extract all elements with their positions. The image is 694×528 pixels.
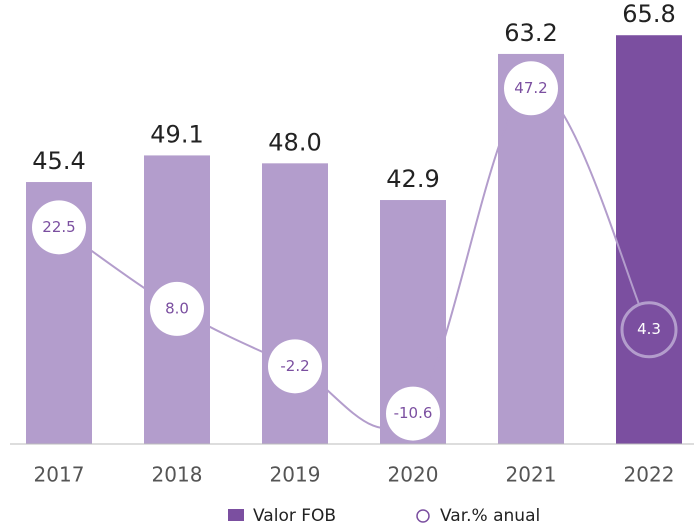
- bar: [616, 35, 682, 445]
- x-tick-label: 2020: [388, 463, 439, 487]
- legend-label: Valor FOB: [253, 506, 336, 526]
- point-label: 4.3: [637, 320, 661, 338]
- bar: [262, 163, 328, 444]
- point-label: 8.0: [165, 299, 189, 317]
- point-label: 22.5: [42, 218, 75, 236]
- value-label: 49.1: [150, 120, 203, 148]
- point-label: -10.6: [394, 404, 433, 422]
- line-point: [386, 386, 440, 441]
- x-tick-label: 2022: [624, 463, 675, 487]
- x-tick-label: 2021: [506, 463, 557, 487]
- line-point: [268, 339, 322, 394]
- line-point: [32, 200, 86, 255]
- value-label: 65.8: [622, 0, 675, 28]
- value-label: 48.0: [268, 128, 321, 156]
- x-tick-label: 2017: [34, 463, 85, 487]
- legend-swatch: [416, 509, 430, 523]
- value-label: 63.2: [504, 19, 557, 47]
- value-label: 42.9: [386, 165, 439, 193]
- line-point: [620, 301, 678, 359]
- line-point: [150, 281, 204, 336]
- x-tick-label: 2019: [270, 463, 321, 487]
- point-label: 47.2: [514, 79, 547, 97]
- legend-swatch: [228, 509, 244, 521]
- point-label: -2.2: [280, 357, 309, 375]
- legend-label: Var.% anual: [440, 506, 540, 526]
- value-label: 45.4: [32, 147, 85, 175]
- line-point: [504, 61, 558, 116]
- x-tick-label: 2018: [152, 463, 203, 487]
